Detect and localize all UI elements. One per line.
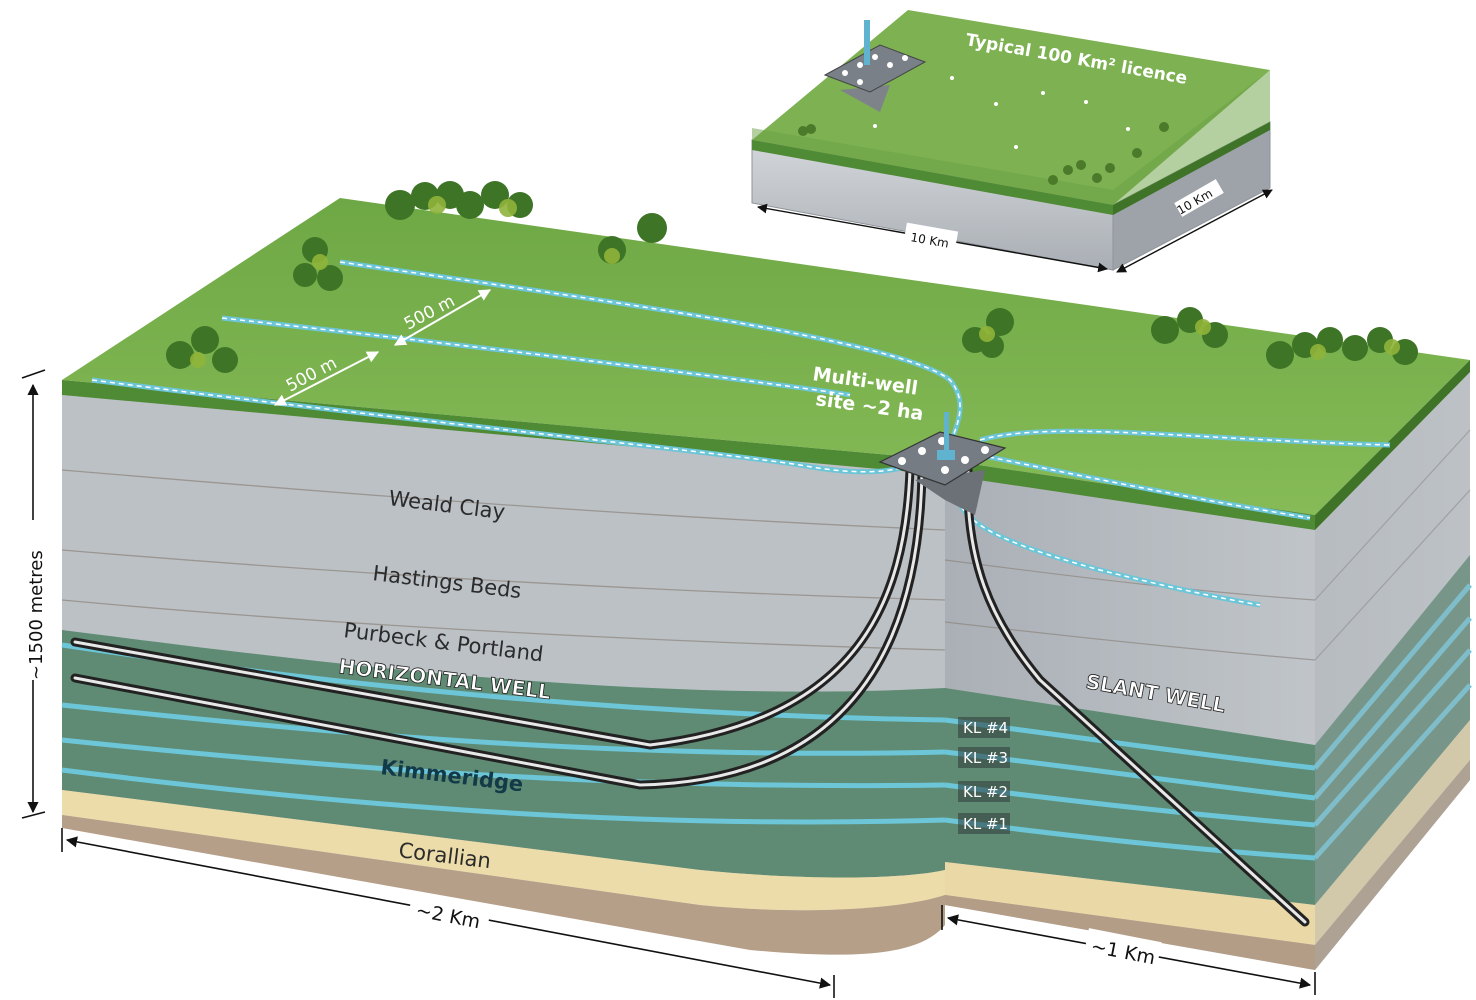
inset-trees-icon	[798, 122, 1169, 185]
inset-well-pad-icon	[823, 20, 927, 112]
depth-dimension: ~1500 metres	[21, 369, 47, 819]
right-face	[944, 372, 1472, 970]
kl-label-3: KL #3	[963, 749, 1008, 767]
kl-label-2: KL #2	[963, 783, 1008, 801]
licence-inset: Typical 100 Km² licence 10 Km 10 Km	[751, 10, 1273, 273]
licence-width-label: 10 Km	[909, 230, 950, 250]
ground-surface	[62, 198, 1470, 530]
well-pad-icon	[878, 412, 1007, 515]
trees-icon	[166, 181, 1418, 373]
kl-label-1: KL #1	[963, 815, 1008, 833]
kl-labels: KL #4 KL #3 KL #2 KL #1	[958, 717, 1010, 834]
lateral-paths	[91, 259, 1391, 608]
kl-label-4: KL #4	[963, 719, 1008, 737]
horizontal-well	[70, 465, 927, 790]
depth-label: ~1500 metres	[26, 550, 47, 680]
